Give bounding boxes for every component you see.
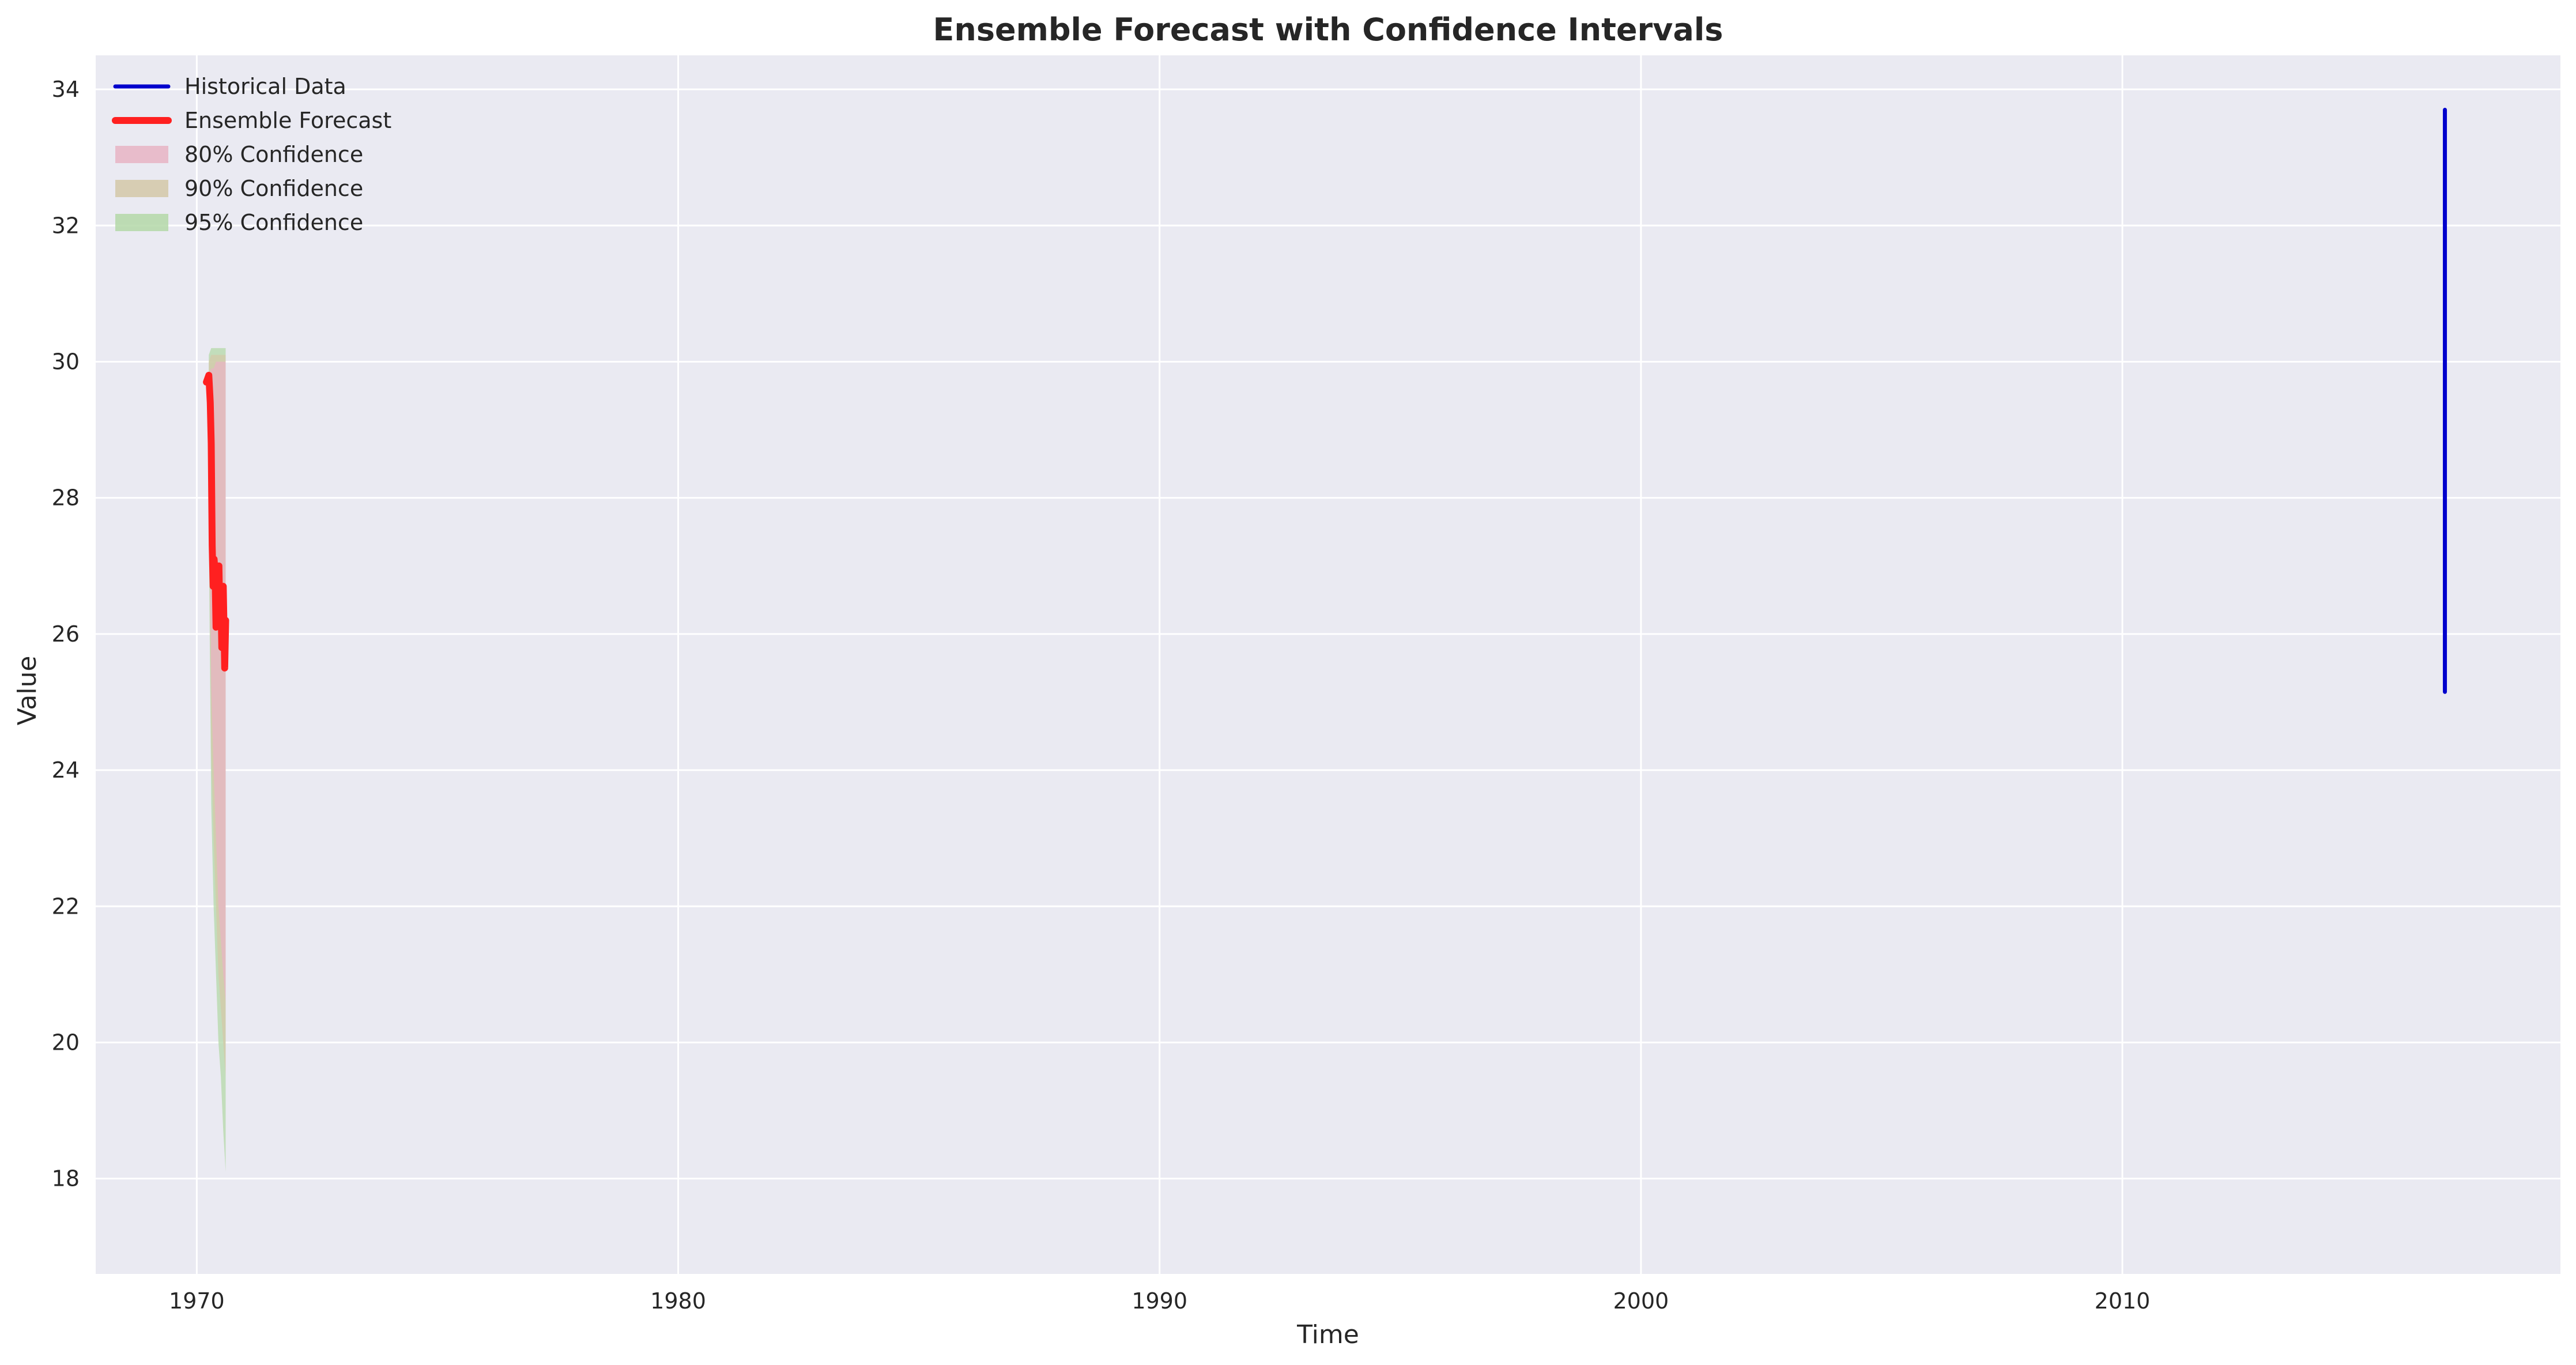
y-tick-label: 34	[52, 77, 80, 102]
legend-ci80-label: 80% Confidence	[184, 142, 363, 167]
x-tick-label: 1990	[1132, 1288, 1187, 1314]
x-tick-label: 2010	[2095, 1288, 2151, 1314]
y-tick-label: 28	[52, 485, 80, 511]
legend-forecast-label: Ensemble Forecast	[184, 108, 391, 133]
legend-ci80-swatch	[115, 146, 168, 163]
y-tick-label: 18	[52, 1166, 80, 1191]
chart-title: Ensemble Forecast with Confidence Interv…	[933, 12, 1723, 48]
y-axis-ticks: 18 20 22 24 26 28 30 32 34	[52, 77, 80, 1191]
y-tick-label: 30	[52, 349, 80, 374]
x-tick-label: 1980	[650, 1288, 706, 1314]
y-tick-label: 22	[52, 893, 80, 919]
y-tick-label: 32	[52, 213, 80, 238]
y-tick-label: 20	[52, 1030, 80, 1055]
grid-lines	[96, 55, 2560, 1274]
legend-ci95-label: 95% Confidence	[184, 210, 363, 235]
y-tick-label: 26	[52, 621, 80, 647]
legend: Historical Data Ensemble Forecast 80% Conf…	[112, 74, 391, 235]
y-axis-label: Value	[13, 656, 42, 726]
y-tick-label: 24	[52, 757, 80, 783]
legend-ci90-label: 90% Confidence	[184, 176, 363, 201]
x-tick-label: 1970	[169, 1288, 225, 1314]
plot-area	[96, 55, 2560, 1274]
legend-ci90-swatch	[115, 180, 168, 197]
x-axis-ticks: 1970 1980 1990 2000 2010	[169, 1288, 2150, 1314]
legend-ci95-swatch	[115, 214, 168, 231]
x-tick-label: 2000	[1613, 1288, 1669, 1314]
legend-historical-label: Historical Data	[184, 74, 346, 99]
ensemble-forecast-line	[203, 372, 229, 672]
data-series	[203, 107, 2447, 694]
x-axis-label: Time	[1296, 1320, 1359, 1349]
